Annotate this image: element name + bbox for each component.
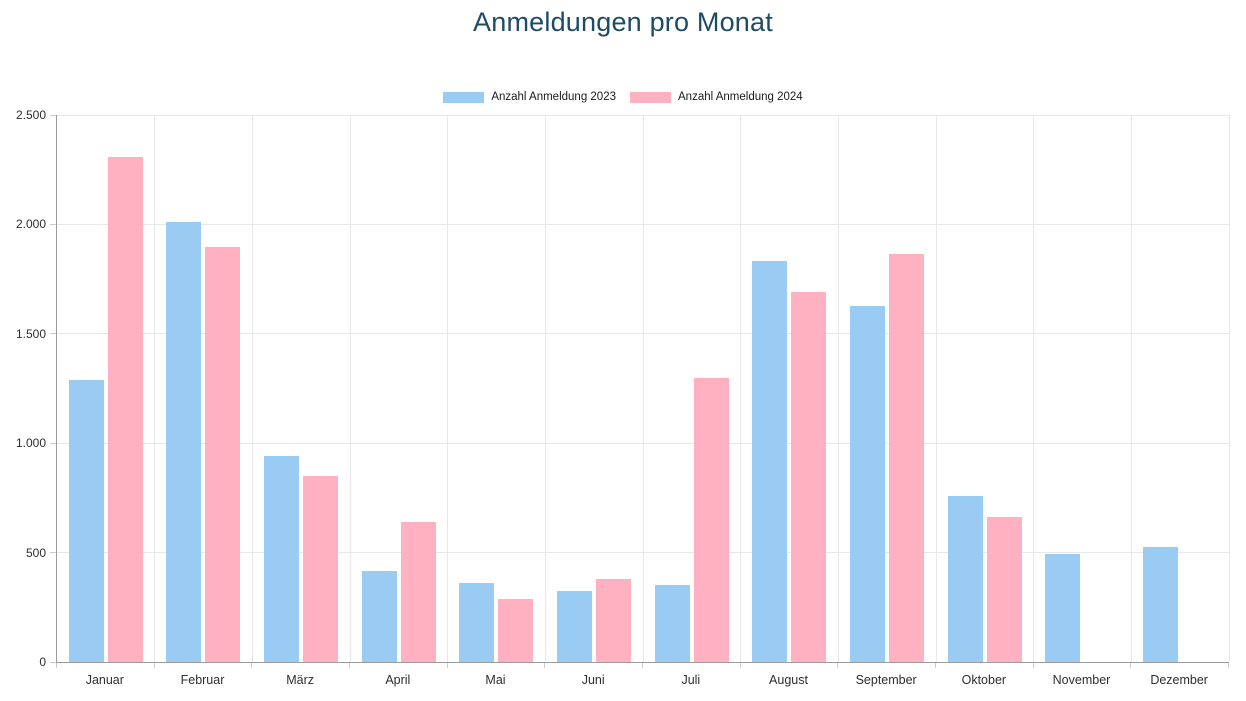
x-gridline bbox=[349, 115, 351, 662]
bar-2023-april[interactable] bbox=[361, 571, 397, 662]
legend-item-2024[interactable]: Anzahl Anmeldung 2024 bbox=[630, 90, 803, 104]
bar-2024-juni[interactable] bbox=[596, 578, 632, 662]
y-tick-mark bbox=[50, 661, 56, 663]
x-axis-label: März bbox=[286, 673, 315, 687]
category-märz bbox=[252, 115, 350, 662]
chart-title: Anmeldungen pro Monat bbox=[473, 7, 773, 37]
bar-2023-februar[interactable] bbox=[166, 222, 202, 662]
category-november bbox=[1034, 115, 1132, 662]
x-axis-label: Januar bbox=[85, 673, 124, 687]
x-gridline bbox=[154, 115, 156, 662]
legend-label-2024: Anzahl Anmeldung 2024 bbox=[678, 91, 803, 103]
x-tick-mark bbox=[1032, 663, 1034, 668]
bar-2024-oktober[interactable] bbox=[986, 516, 1022, 662]
x-tick-mark bbox=[544, 663, 546, 668]
y-tick-mark bbox=[50, 114, 56, 116]
y-axis-label: 1.000 bbox=[15, 436, 46, 451]
legend-item-2023[interactable]: Anzahl Anmeldung 2023 bbox=[443, 90, 616, 104]
bar-2023-mai[interactable] bbox=[459, 583, 495, 662]
bar-2024-märz[interactable] bbox=[303, 476, 339, 662]
x-gridline bbox=[1033, 115, 1035, 662]
x-tick-mark bbox=[153, 663, 155, 668]
x-tick-mark bbox=[739, 663, 741, 668]
x-tick-mark bbox=[1130, 663, 1132, 668]
x-gridline bbox=[837, 115, 839, 662]
x-tick-mark bbox=[56, 663, 57, 668]
bar-2023-juli[interactable] bbox=[654, 585, 690, 662]
bar-2023-märz[interactable] bbox=[264, 456, 300, 662]
category-juni bbox=[545, 115, 643, 662]
bar-2024-september[interactable] bbox=[889, 253, 925, 662]
category-januar bbox=[57, 115, 155, 662]
y-axis-label: 1.500 bbox=[15, 326, 46, 341]
x-gridline bbox=[544, 115, 546, 662]
x-axis-label: April bbox=[385, 673, 411, 687]
x-tick-mark bbox=[1228, 663, 1229, 668]
x-tick-mark bbox=[935, 663, 936, 668]
x-axis-label: Dezember bbox=[1150, 673, 1208, 687]
legend-label-2023: Anzahl Anmeldung 2023 bbox=[491, 91, 616, 103]
bar-2023-august[interactable] bbox=[752, 260, 788, 662]
bar-2023-dezember[interactable] bbox=[1143, 547, 1179, 662]
bar-2024-juli[interactable] bbox=[693, 377, 729, 662]
bar-2024-august[interactable] bbox=[791, 292, 827, 662]
x-axis-label: Oktober bbox=[961, 673, 1007, 687]
bar-2023-januar[interactable] bbox=[68, 379, 104, 662]
plot-area bbox=[56, 114, 1230, 663]
x-gridline bbox=[1130, 115, 1132, 662]
y-tick-mark bbox=[50, 223, 56, 225]
x-gridline bbox=[642, 115, 644, 662]
bar-2023-september[interactable] bbox=[850, 306, 886, 662]
y-axis-label: 2.000 bbox=[15, 217, 46, 232]
x-gridline bbox=[740, 115, 742, 662]
legend-swatch-2023-icon bbox=[443, 91, 485, 103]
category-juli bbox=[643, 115, 741, 662]
category-april bbox=[350, 115, 448, 662]
x-gridline bbox=[1228, 115, 1230, 662]
x-gridline bbox=[935, 115, 937, 662]
bar-2024-januar[interactable] bbox=[107, 156, 143, 662]
bar-2024-februar[interactable] bbox=[205, 247, 241, 662]
category-februar bbox=[155, 115, 253, 662]
x-gridline bbox=[251, 115, 253, 662]
x-tick-mark bbox=[349, 663, 350, 668]
y-axis-label: 2.500 bbox=[15, 108, 46, 122]
y-tick-mark bbox=[50, 552, 56, 554]
x-tick-mark bbox=[251, 663, 253, 668]
x-axis-label: Juli bbox=[681, 673, 701, 687]
bar-2024-april[interactable] bbox=[400, 521, 436, 662]
legend: Anzahl Anmeldung 2023 Anzahl Anmeldung 2… bbox=[0, 90, 1246, 104]
x-axis-label: Juni bbox=[581, 673, 605, 687]
category-mai bbox=[448, 115, 546, 662]
x-axis-label: Mai bbox=[485, 673, 506, 687]
y-tick-mark bbox=[50, 442, 56, 444]
y-tick-mark bbox=[50, 333, 56, 335]
x-tick-mark bbox=[446, 663, 448, 668]
bar-2023-juni[interactable] bbox=[557, 590, 593, 662]
legend-swatch-2024-icon bbox=[630, 91, 671, 103]
x-tick-mark bbox=[642, 663, 643, 668]
category-september bbox=[838, 115, 936, 662]
bar-2024-mai[interactable] bbox=[498, 598, 534, 662]
x-axis-label: August bbox=[769, 673, 808, 687]
category-oktober bbox=[936, 115, 1034, 662]
x-tick-mark bbox=[837, 663, 839, 668]
x-axis-label: Februar bbox=[180, 673, 225, 687]
x-gridline bbox=[447, 115, 449, 662]
category-august bbox=[741, 115, 839, 662]
bar-2023-november[interactable] bbox=[1045, 553, 1081, 662]
y-axis-label: 0 bbox=[39, 655, 46, 669]
x-axis-label: November bbox=[1052, 673, 1111, 687]
bar-2023-oktober[interactable] bbox=[947, 495, 983, 662]
category-dezember bbox=[1131, 115, 1229, 662]
x-axis-label: September bbox=[855, 673, 917, 687]
y-axis-label: 500 bbox=[25, 545, 46, 560]
